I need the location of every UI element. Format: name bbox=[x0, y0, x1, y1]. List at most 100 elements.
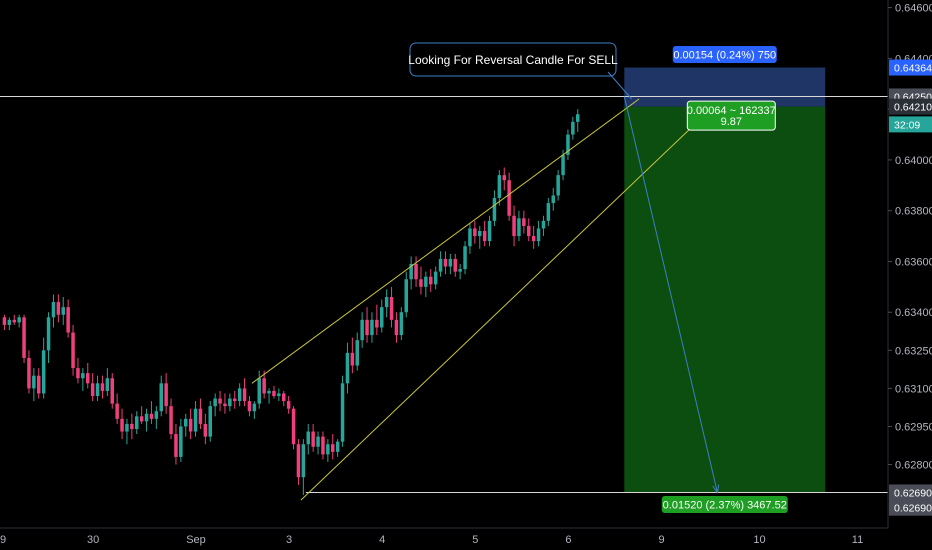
price-tag-label: 0.64210 bbox=[894, 102, 932, 114]
candle-body bbox=[453, 258, 457, 272]
candle-body bbox=[443, 258, 448, 267]
candle-body bbox=[380, 307, 384, 328]
channel-upper-line bbox=[251, 98, 640, 384]
price-tag-bg bbox=[889, 98, 932, 115]
candle bbox=[468, 223, 472, 254]
stop-label-box bbox=[672, 46, 777, 64]
candle-body bbox=[32, 375, 36, 389]
candle-body bbox=[208, 406, 212, 437]
candle-body bbox=[100, 383, 105, 391]
candle bbox=[32, 368, 36, 402]
y-tick-label: 0.64600 bbox=[895, 3, 932, 15]
candle bbox=[213, 393, 217, 417]
price-tag-label: 0.64364 bbox=[894, 63, 932, 75]
candle-body bbox=[66, 307, 70, 333]
price-tag: 32:09 bbox=[889, 116, 932, 133]
candle bbox=[105, 368, 110, 396]
candle bbox=[2, 314, 7, 330]
candle-body bbox=[193, 408, 198, 432]
candle bbox=[507, 172, 511, 221]
candle bbox=[296, 439, 301, 485]
candle-body bbox=[110, 378, 114, 404]
candle-body bbox=[394, 319, 399, 336]
candle-body bbox=[56, 302, 61, 315]
candle bbox=[115, 393, 119, 424]
candle-body bbox=[561, 154, 565, 176]
candle-body bbox=[306, 431, 310, 445]
candle-body bbox=[365, 319, 369, 336]
stop-loss-zone[interactable] bbox=[624, 67, 826, 107]
candle-body bbox=[22, 317, 26, 358]
horizontal-lines bbox=[0, 95, 888, 493]
candle-body bbox=[316, 436, 320, 447]
stop-label: 0.00154 (0.24%) 750 bbox=[672, 46, 777, 64]
candle-body bbox=[296, 444, 301, 478]
time-axis[interactable]: 9 30 Sep 3 4 5 6 9 10 11 bbox=[0, 534, 863, 546]
candle bbox=[389, 286, 394, 328]
candle-body bbox=[154, 411, 159, 419]
candle bbox=[22, 314, 26, 363]
candle bbox=[27, 350, 31, 394]
y-tick-label: 0.63100 bbox=[895, 383, 932, 395]
candle bbox=[522, 210, 526, 234]
candle-body bbox=[321, 436, 325, 455]
candle-body bbox=[267, 390, 271, 394]
candle-body bbox=[130, 423, 134, 429]
candle bbox=[546, 198, 551, 226]
candle bbox=[198, 398, 203, 429]
candle-body bbox=[27, 357, 31, 389]
candle-body bbox=[12, 319, 16, 323]
candle-body bbox=[262, 378, 266, 394]
candle bbox=[345, 342, 350, 394]
candle bbox=[409, 256, 413, 290]
candle-body bbox=[76, 368, 80, 379]
candle bbox=[541, 215, 546, 237]
candle-body bbox=[252, 403, 257, 412]
candle-body bbox=[144, 413, 149, 422]
candle bbox=[482, 220, 487, 247]
candle bbox=[463, 241, 467, 275]
candle-body bbox=[419, 279, 423, 287]
candle bbox=[125, 418, 129, 445]
candle-body bbox=[37, 375, 41, 394]
candle bbox=[282, 390, 286, 407]
candle-body bbox=[311, 431, 315, 447]
candle bbox=[365, 307, 369, 343]
candle-body bbox=[502, 175, 506, 181]
candle-body bbox=[566, 134, 570, 155]
candle-body bbox=[86, 373, 90, 384]
candle bbox=[394, 312, 399, 343]
position-zones bbox=[624, 67, 826, 493]
candle-body bbox=[571, 121, 575, 135]
candle-body bbox=[301, 444, 306, 478]
candle bbox=[223, 393, 227, 414]
candle-body bbox=[184, 418, 188, 427]
take-profit-zone[interactable] bbox=[624, 106, 826, 493]
candle bbox=[433, 266, 438, 290]
candle bbox=[321, 431, 325, 460]
annotation-text: Looking For Reversal Candle For SELL bbox=[408, 53, 618, 67]
candle bbox=[56, 294, 61, 323]
candle-body bbox=[522, 218, 526, 226]
candle-body bbox=[409, 264, 413, 280]
price-tag-bg bbox=[889, 116, 932, 133]
candle bbox=[375, 304, 379, 336]
candle-body bbox=[277, 393, 281, 396]
candle bbox=[174, 423, 178, 465]
candle-body bbox=[458, 269, 462, 272]
price-tag-bg bbox=[889, 499, 932, 516]
annotation-callout: Looking For Reversal Candle For SELL bbox=[408, 42, 633, 100]
candle bbox=[184, 413, 188, 437]
candle bbox=[414, 256, 418, 287]
candle-body bbox=[17, 317, 21, 323]
candle-body bbox=[81, 373, 85, 379]
x-tick-label: 6 bbox=[565, 534, 571, 546]
candle-body bbox=[399, 312, 404, 336]
candle-body bbox=[237, 388, 242, 402]
x-tick-label: 10 bbox=[753, 534, 765, 546]
candle bbox=[438, 251, 443, 277]
candle bbox=[301, 439, 306, 495]
